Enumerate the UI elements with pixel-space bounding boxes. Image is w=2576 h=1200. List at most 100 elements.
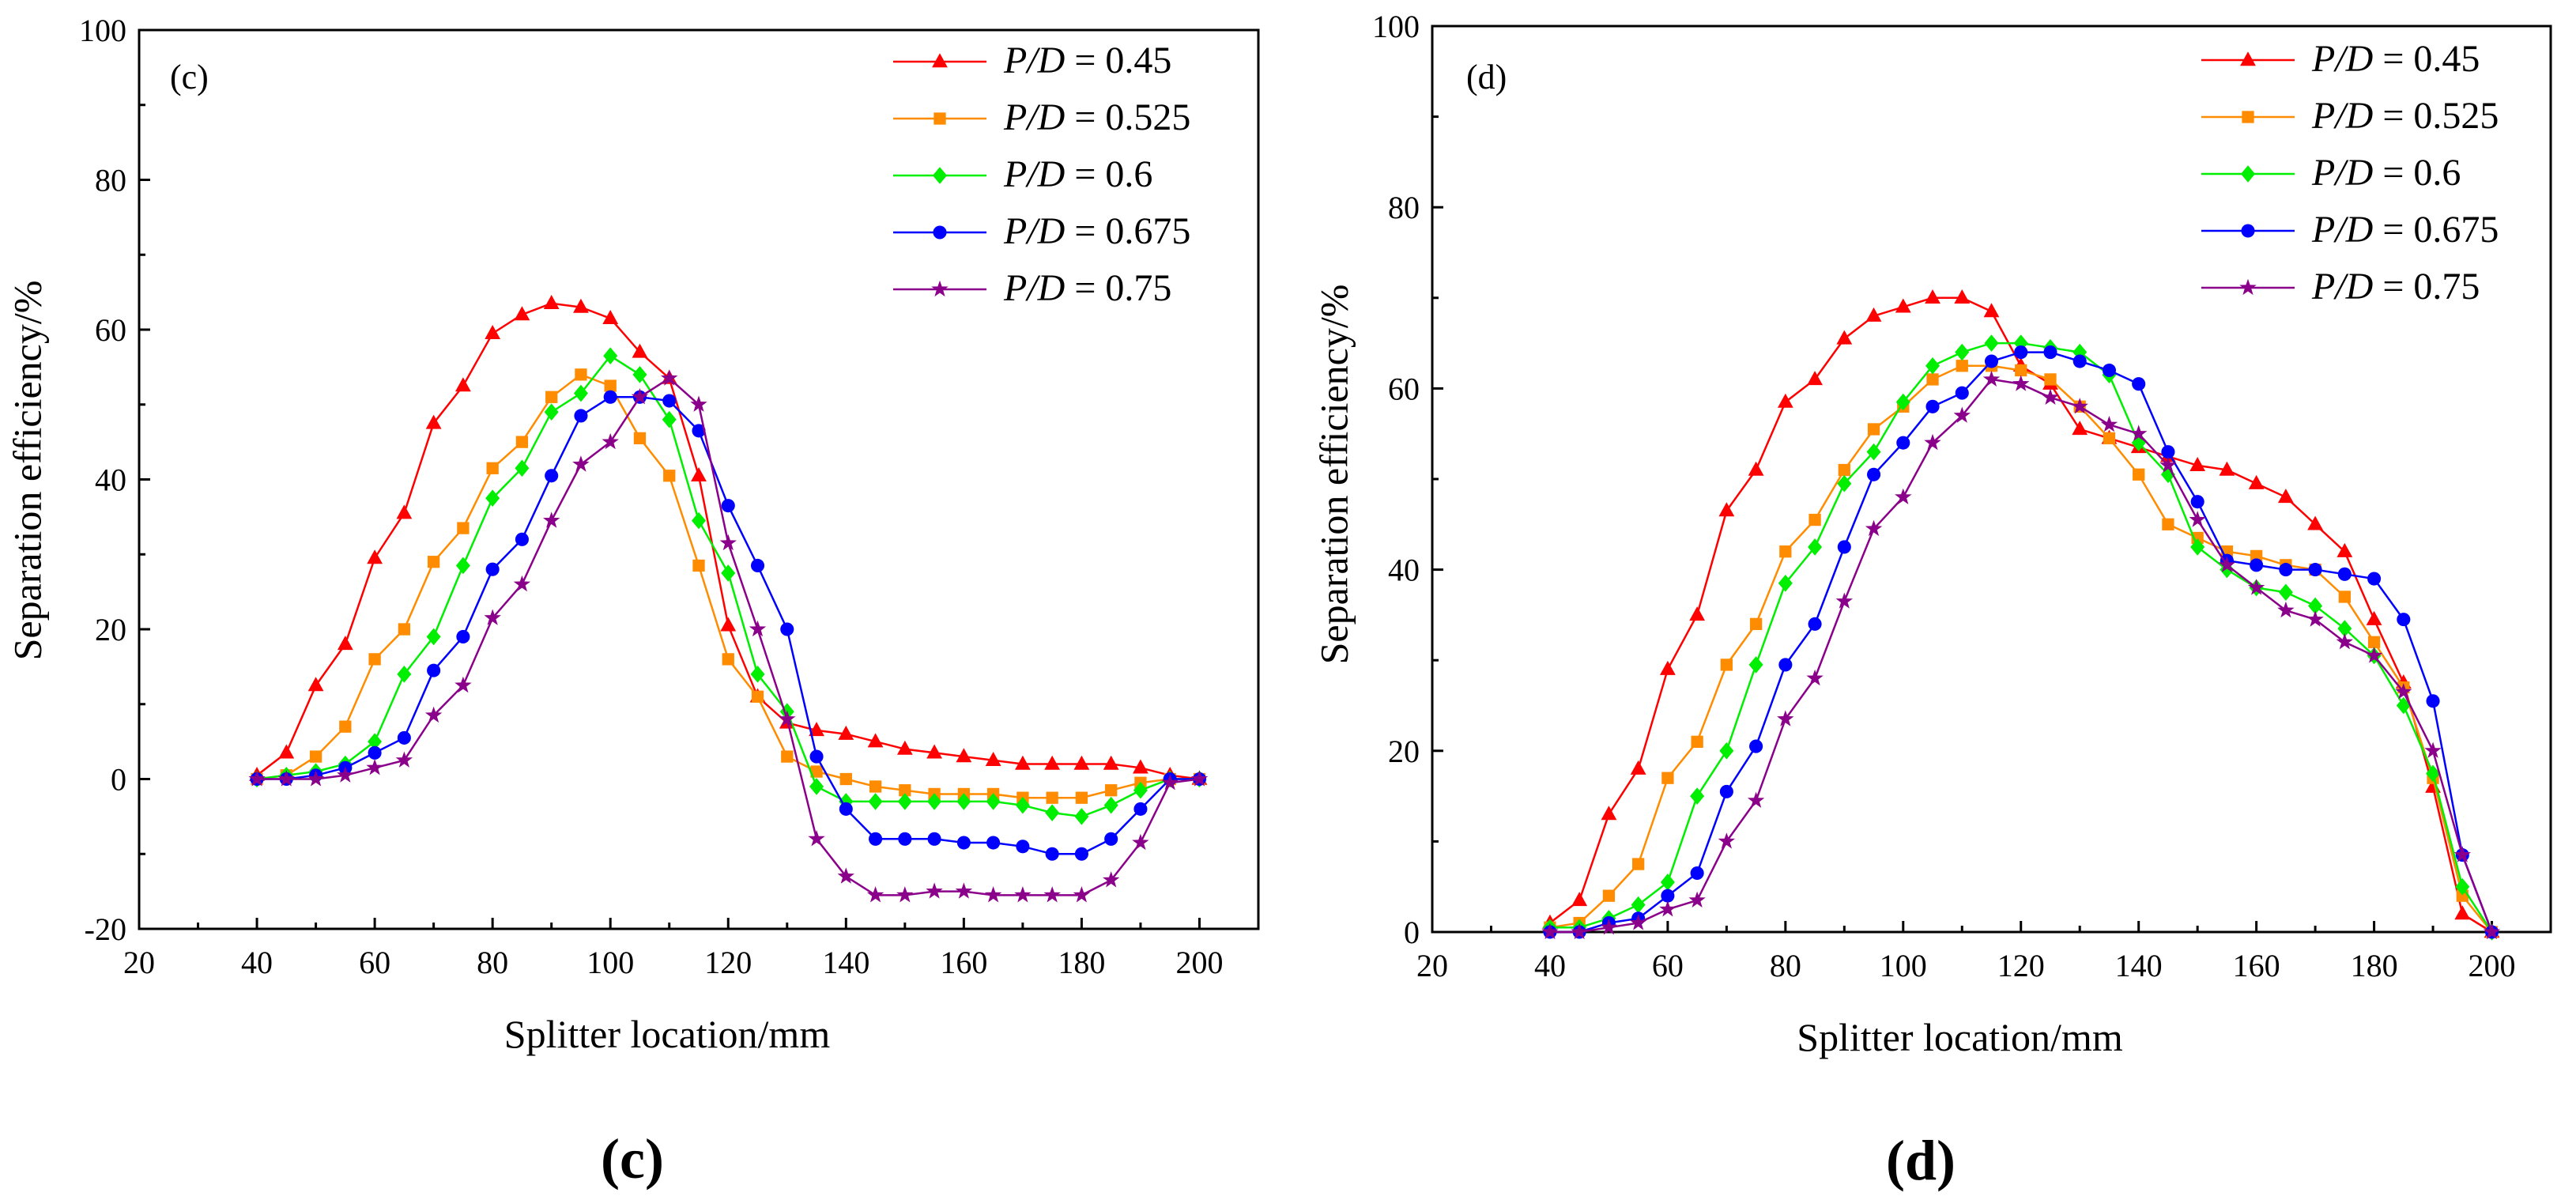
data-point [2426, 764, 2441, 783]
data-point [1104, 832, 1118, 846]
data-point [2189, 457, 2206, 472]
data-point [1602, 889, 1616, 902]
legend-entry: P/D = 0.6 [2201, 152, 2461, 194]
data-point [456, 629, 470, 644]
data-point [1867, 467, 1881, 481]
data-point [691, 466, 707, 481]
data-point [927, 832, 941, 846]
data-point [866, 886, 884, 903]
y-tick-label: 40 [95, 462, 126, 498]
legend-label: P/D = 0.6 [1003, 153, 1152, 195]
data-point [2308, 597, 2323, 615]
data-point [1660, 874, 1675, 891]
data-point [2042, 388, 2059, 405]
chart-d: 20 40 60 80 100 120 140 160 180 200020406080100Sp… [1311, 9, 2552, 1192]
legend-label: P/D = 0.75 [2311, 266, 2480, 308]
data-point [2190, 538, 2205, 556]
data-point [455, 557, 470, 575]
x-axis-title: Splitter location/mm [504, 1012, 831, 1056]
data-point [2336, 633, 2353, 650]
data-point [485, 562, 500, 576]
x-tick-label: 80 [1770, 948, 1801, 983]
x-tick-label: 60 [359, 945, 390, 980]
data-point [751, 690, 764, 703]
series-line [1549, 296, 2493, 934]
data-point [604, 379, 617, 392]
figure-caption: (d) [1886, 1129, 1956, 1192]
data-point [1016, 840, 1030, 854]
legend-entry: P/D = 0.45 [2201, 38, 2480, 80]
data-point [1132, 833, 1149, 851]
data-point [719, 534, 737, 551]
legend-marker [933, 167, 947, 184]
data-point [2397, 613, 2411, 627]
data-point [2071, 398, 2088, 414]
data-point [277, 770, 295, 787]
data-point [545, 391, 558, 403]
data-point [2130, 425, 2148, 441]
data-point [808, 830, 825, 847]
data-point [1600, 919, 1618, 935]
data-point [1865, 519, 1883, 537]
data-point [278, 744, 295, 759]
x-tick-label: 200 [2469, 948, 2516, 983]
y-axis-title: Separation efficiency/% [1311, 285, 1356, 665]
data-point [573, 298, 589, 313]
data-point [1748, 461, 1764, 476]
x-tick-label: 160 [940, 945, 987, 980]
data-point [397, 666, 412, 683]
legend-label: P/D = 0.45 [1003, 40, 1171, 81]
data-point [1073, 886, 1091, 903]
data-point [397, 730, 411, 745]
data-point [869, 832, 883, 846]
data-point [2161, 445, 2175, 459]
y-tick-label: 60 [95, 312, 126, 348]
legend-marker [2239, 278, 2257, 296]
data-point [2102, 363, 2116, 378]
data-point [1895, 393, 1910, 411]
data-point [1719, 742, 1734, 760]
data-point [2483, 923, 2501, 940]
data-point [1632, 858, 1645, 870]
data-point [1074, 808, 1089, 825]
x-tick-label: 200 [1175, 945, 1223, 980]
data-point [1690, 787, 1705, 805]
data-point [692, 424, 706, 438]
data-point [1161, 774, 1179, 791]
data-point [2366, 610, 2382, 625]
legend-label: P/D = 0.525 [2311, 95, 2499, 137]
data-point [2162, 518, 2174, 530]
data-point [955, 882, 973, 899]
data-point [897, 793, 912, 810]
data-point [1045, 804, 1060, 821]
data-point [1838, 463, 1850, 477]
legend-entry: P/D = 0.45 [893, 40, 1171, 81]
data-point [810, 765, 823, 778]
x-tick-label: 40 [241, 945, 273, 980]
y-tick-label: 100 [1372, 9, 1420, 44]
data-point [839, 772, 852, 786]
data-point [1103, 871, 1120, 888]
data-point [515, 436, 529, 448]
x-tick-label: 180 [1058, 945, 1105, 980]
data-point [1718, 832, 1736, 849]
data-point [779, 710, 796, 726]
data-point [1955, 386, 1969, 400]
data-point [425, 414, 442, 429]
data-point [1895, 488, 1912, 504]
data-point [1777, 710, 1794, 726]
data-point [1955, 343, 1970, 361]
data-point [1689, 606, 1706, 621]
data-point [1984, 354, 1999, 368]
data-point [927, 793, 942, 810]
data-point [661, 369, 678, 386]
data-point [2453, 846, 2471, 862]
series-line [1549, 342, 2493, 933]
data-point [2072, 354, 2087, 368]
data-point [2395, 683, 2412, 700]
data-point [2072, 421, 2088, 436]
data-point [603, 347, 618, 364]
data-point [1867, 423, 1880, 436]
series-line [256, 373, 1200, 799]
data-point [986, 793, 1001, 810]
